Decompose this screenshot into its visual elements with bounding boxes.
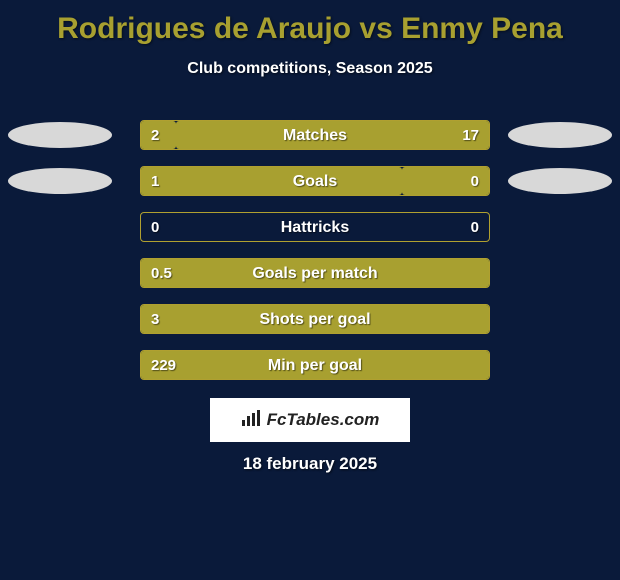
stat-row: 00Hattricks [0,212,620,242]
comparison-chart: 217Matches 10Goals 00Hattricks 0.5Goals per… [0,120,620,396]
stat-row: 10Goals [0,166,620,196]
stat-row: 217Matches [0,120,620,150]
stat-label: Goals [141,167,489,197]
stat-label: Hattricks [141,213,489,243]
stat-row: 0.5Goals per match [0,258,620,288]
page-subtitle: Club competitions, Season 2025 [0,60,620,78]
player-right-marker [508,168,612,194]
page-title: Rodrigues de Araujo vs Enmy Pena [0,0,620,46]
stat-label: Shots per goal [141,305,489,335]
stat-track: 229Min per goal [140,350,490,380]
player-left-marker [8,122,112,148]
stat-label: Min per goal [141,351,489,381]
player-left-marker [8,168,112,194]
stat-row: 3Shots per goal [0,304,620,334]
footer-date: 18 february 2025 [0,454,620,474]
stat-track: 0.5Goals per match [140,258,490,288]
stat-track: 10Goals [140,166,490,196]
stat-track: 00Hattricks [140,212,490,242]
stat-label: Matches [141,121,489,151]
stat-row: 229Min per goal [0,350,620,380]
stat-label: Goals per match [141,259,489,289]
chart-icon [241,409,263,432]
brand-badge: FcTables.com [210,398,410,442]
stat-track: 3Shots per goal [140,304,490,334]
player-right-marker [508,122,612,148]
stat-track: 217Matches [140,120,490,150]
brand-text: FcTables.com [267,410,380,430]
